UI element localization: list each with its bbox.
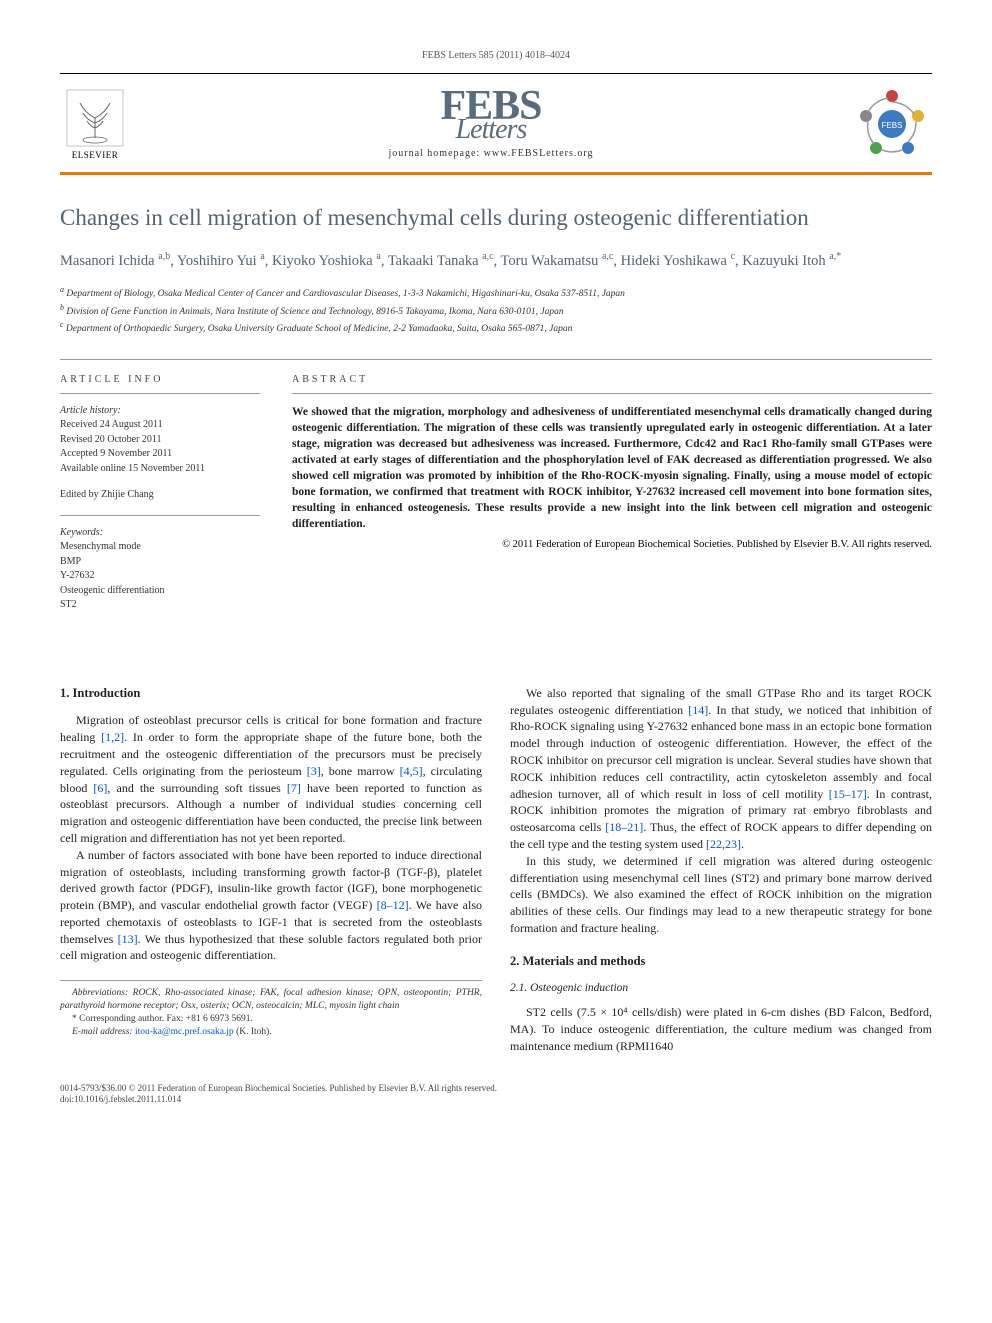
citation-link[interactable]: [3] (307, 764, 321, 778)
abstract-column: ABSTRACT We showed that the migration, m… (292, 374, 932, 625)
abbreviations-footnote: Abbreviations: ROCK, Rho-associated kina… (60, 987, 482, 1013)
email-to: (K. Itoh). (236, 1027, 272, 1037)
publisher-name: ELSEVIER (72, 150, 119, 160)
febs-society-icon: FEBS (852, 84, 932, 164)
keyword: ST2 (60, 598, 260, 613)
article-title: Changes in cell migration of mesenchymal… (60, 203, 932, 233)
citation-link[interactable]: [14] (688, 703, 708, 717)
author-list: Masanori Ichida a,b, Yoshihiro Yui a, Ki… (60, 249, 932, 273)
footnotes: Abbreviations: ROCK, Rho-associated kina… (60, 980, 482, 1038)
citation-link[interactable]: [13] (118, 932, 138, 946)
keyword: Osteogenic differentiation (60, 584, 260, 599)
keyword: Mesenchymal mode (60, 540, 260, 555)
svg-text:FEBS: FEBS (882, 121, 903, 130)
page-footer: 0014-5793/$36.00 © 2011 Federation of Eu… (60, 1083, 932, 1106)
history-online: Available online 15 November 2011 (60, 462, 260, 477)
history-revised: Revised 20 October 2011 (60, 433, 260, 448)
section-1-heading: 1. Introduction (60, 685, 482, 703)
history-received: Received 24 August 2011 (60, 418, 260, 433)
history-accepted: Accepted 9 November 2011 (60, 447, 260, 462)
journal-name-sub: Letters (130, 118, 852, 142)
paragraph: ST2 cells (7.5 × 10⁴ cells/dish) were pl… (510, 1004, 932, 1054)
paragraph: A number of factors associated with bone… (60, 847, 482, 965)
paragraph: Migration of osteoblast precursor cells … (60, 712, 482, 846)
corresponding-author-footnote: * Corresponding author. Fax: +81 6 6973 … (60, 1013, 482, 1026)
citation-link[interactable]: [1,2] (101, 730, 124, 744)
article-body: 1. Introduction Migration of osteoblast … (60, 685, 932, 1055)
article-info-sidebar: ARTICLE INFO Article history: Received 2… (60, 374, 260, 625)
elsevier-logo: ELSEVIER (60, 84, 130, 164)
section-2-heading: 2. Materials and methods (510, 953, 932, 971)
citation-link[interactable]: [7] (287, 781, 301, 795)
email-label: E-mail address: (72, 1027, 133, 1037)
history-label: Article history: (60, 404, 260, 419)
keyword: Y-27632 (60, 569, 260, 584)
citation-link[interactable]: [4,5] (400, 764, 423, 778)
footer-doi: doi:10.1016/j.febslet.2011.11.014 (60, 1094, 932, 1106)
journal-homepage[interactable]: journal homepage: www.FEBSLetters.org (130, 148, 852, 159)
journal-header: ELSEVIER FEBS Letters journal homepage: … (60, 73, 932, 175)
citation-link[interactable]: [6] (93, 781, 107, 795)
paragraph: In this study, we determined if cell mig… (510, 853, 932, 937)
subsection-2-1-heading: 2.1. Osteogenic induction (510, 980, 932, 996)
edited-by: Edited by Zhijie Chang (60, 488, 260, 503)
abstract-header: ABSTRACT (292, 374, 932, 394)
paragraph: We also reported that signaling of the s… (510, 685, 932, 853)
society-logo: FEBS (852, 84, 932, 164)
citation-link[interactable]: [15–17] (829, 787, 867, 801)
email-footnote: E-mail address: itou-ka@mc.pref.osaka.jp… (60, 1026, 482, 1039)
keywords-label: Keywords: (60, 526, 260, 541)
tree-icon (65, 88, 125, 148)
article-info-header: ARTICLE INFO (60, 374, 260, 394)
abstract-text: We showed that the migration, morphology… (292, 404, 932, 533)
citation-link[interactable]: [8–12] (377, 898, 409, 912)
running-header: FEBS Letters 585 (2011) 4018–4024 (60, 50, 932, 61)
affiliations: a Department of Biology, Osaka Medical C… (60, 284, 932, 336)
footer-copyright: 0014-5793/$36.00 © 2011 Federation of Eu… (60, 1083, 932, 1095)
citation-link[interactable]: [22,23] (706, 837, 741, 851)
email-link[interactable]: itou-ka@mc.pref.osaka.jp (135, 1027, 234, 1037)
journal-logo: FEBS Letters (130, 89, 852, 142)
citation-link[interactable]: [18–21] (605, 820, 643, 834)
abstract-copyright: © 2011 Federation of European Biochemica… (292, 539, 932, 550)
keyword: BMP (60, 555, 260, 570)
